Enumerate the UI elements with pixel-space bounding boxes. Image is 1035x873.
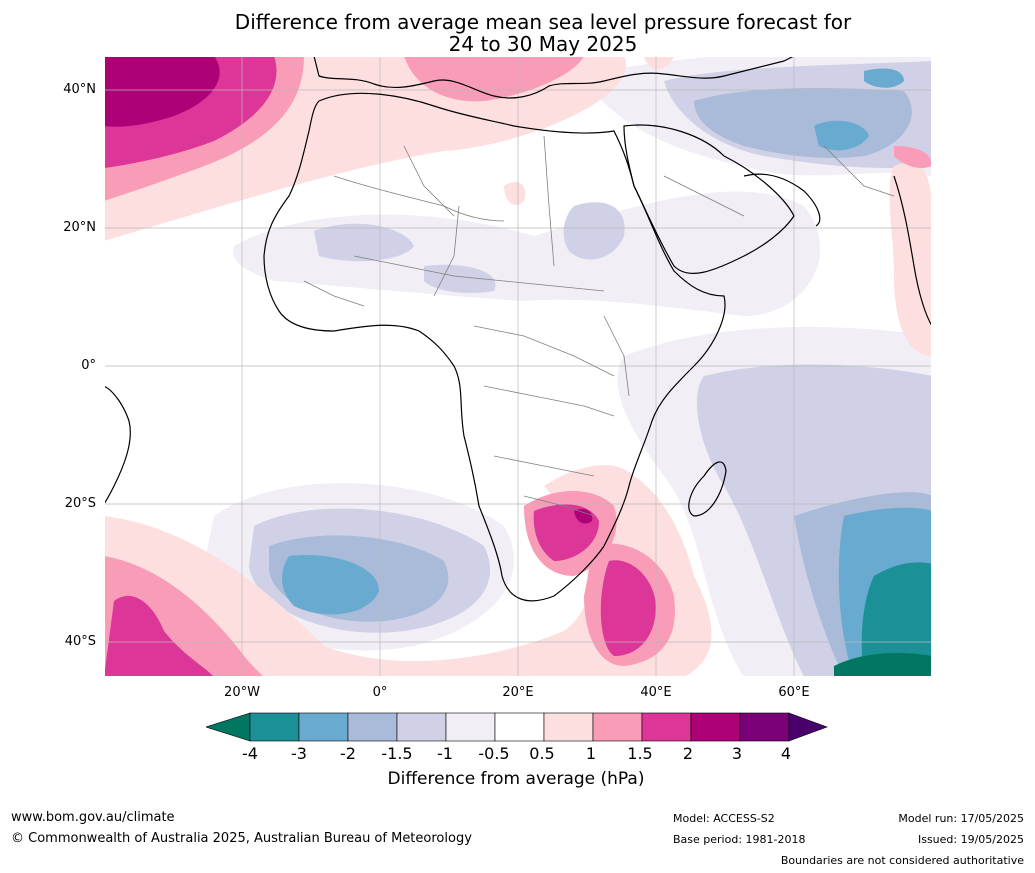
colorbar-cells	[249, 712, 790, 742]
colorbar-cell	[249, 712, 300, 742]
colorbar-cell	[494, 712, 545, 742]
lon-label-0: 0°	[372, 685, 388, 700]
lat-label-40n: 40°N	[63, 82, 96, 97]
map-frame	[104, 56, 932, 677]
africa-coastline	[263, 92, 726, 602]
colorbar-tick: 1	[585, 744, 597, 763]
lat-label-40s: 40°S	[64, 634, 96, 649]
website-link[interactable]: www.bom.gov.au/climate	[11, 810, 175, 825]
colorbar-tick: 3	[731, 744, 743, 763]
colorbar-cell	[396, 712, 447, 742]
lon-label-20w: 20°W	[224, 685, 260, 700]
pressure-anomaly-map	[104, 56, 932, 677]
boundaries-disclaimer: Boundaries are not considered authoritat…	[780, 854, 1024, 867]
colorbar-tick: -4	[242, 744, 258, 763]
map-title-line-2: 24 to 30 May 2025	[448, 32, 638, 56]
colorbar-tick: -0.5	[478, 744, 510, 763]
colorbar-cell	[641, 712, 692, 742]
lon-label-20e: 20°E	[502, 685, 534, 700]
colorbar-cell	[347, 712, 398, 742]
colorbar-cell	[592, 712, 643, 742]
lon-label-60e: 60°E	[778, 685, 810, 700]
copyright-text: © Commonwealth of Australia 2025, Austra…	[11, 831, 472, 846]
model-name: Model: ACCESS-S2	[673, 812, 775, 825]
lon-label-40e: 40°E	[640, 685, 672, 700]
colorbar	[206, 712, 828, 742]
colorbar-cell	[298, 712, 349, 742]
anomaly-band-minus-4	[834, 653, 932, 677]
europe-coastline	[313, 56, 795, 99]
colorbar-tick: -1.5	[381, 744, 413, 763]
colorbar-tick: 0.5	[529, 744, 555, 763]
colorbar-cell	[690, 712, 741, 742]
colorbar-over-arrow	[788, 712, 828, 742]
coastlines	[104, 56, 932, 602]
model-run-date: Model run: 17/05/2025	[898, 812, 1024, 825]
anomaly-band-minus-3	[861, 562, 932, 677]
colorbar-tick: -2	[340, 744, 356, 763]
lat-label-20s: 20°S	[64, 496, 96, 511]
madagascar-coastline	[688, 461, 727, 517]
colorbar-tick: 1.5	[627, 744, 653, 763]
arabian-peninsula-coastline	[623, 124, 795, 274]
lat-label-20n: 20°N	[63, 220, 96, 235]
colorbar-under-arrow	[206, 712, 251, 742]
colorbar-label: Difference from average (hPa)	[387, 769, 645, 789]
south-america-coastline	[104, 385, 131, 505]
anomaly-band-plus-2	[104, 56, 593, 524]
colorbar-cell	[739, 712, 790, 742]
india-coastline	[893, 175, 932, 327]
colorbar-cell	[445, 712, 496, 742]
colorbar-cell	[543, 712, 594, 742]
colorbar-tick: -3	[291, 744, 307, 763]
graticule	[104, 56, 932, 677]
country-boundaries	[303, 135, 895, 517]
map-title-line-1: Difference from average mean sea level p…	[234, 10, 852, 34]
issued-date: Issued: 19/05/2025	[917, 833, 1024, 846]
colorbar-tick: 4	[780, 744, 792, 763]
base-period: Base period: 1981-2018	[673, 833, 806, 846]
colorbar-tick: -1	[437, 744, 453, 763]
colorbar-tick: 2	[682, 744, 694, 763]
lat-label-0: 0°	[81, 358, 96, 373]
persian-gulf-coastline	[743, 173, 821, 227]
